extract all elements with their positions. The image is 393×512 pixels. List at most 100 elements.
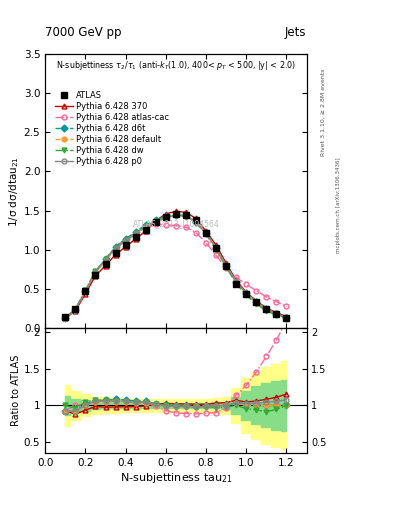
Pythia 6.428 p0: [93, 269, 98, 275]
Pythia 6.428 atlas-cac: [143, 223, 148, 229]
Pythia 6.428 atlas-cac: [83, 288, 88, 294]
ATLAS: [214, 244, 219, 250]
Y-axis label: 1/σ dσ/dtau$_{21}$: 1/σ dσ/dtau$_{21}$: [7, 156, 21, 226]
Pythia 6.428 dw: [93, 268, 98, 274]
ATLAS: [143, 227, 148, 233]
Pythia 6.428 default: [224, 263, 228, 269]
Pythia 6.428 dw: [194, 219, 198, 225]
Pythia 6.428 p0: [194, 219, 198, 225]
Pythia 6.428 default: [284, 315, 289, 321]
Pythia 6.428 370: [63, 315, 68, 321]
ATLAS: [63, 314, 68, 321]
ATLAS: [133, 234, 138, 241]
Text: mcplots.cern.ch [arXiv:1306.3436]: mcplots.cern.ch [arXiv:1306.3436]: [336, 157, 341, 252]
Pythia 6.428 dw: [274, 312, 279, 318]
Pythia 6.428 p0: [133, 230, 138, 237]
Pythia 6.428 default: [254, 300, 259, 306]
ATLAS: [93, 272, 98, 278]
Pythia 6.428 dw: [73, 306, 78, 312]
ATLAS: [264, 306, 269, 312]
Pythia 6.428 atlas-cac: [174, 223, 178, 229]
Pythia 6.428 p0: [103, 257, 108, 263]
Legend: ATLAS, Pythia 6.428 370, Pythia 6.428 atlas-cac, Pythia 6.428 d6t, Pythia 6.428 : ATLAS, Pythia 6.428 370, Pythia 6.428 at…: [55, 91, 169, 166]
Pythia 6.428 dw: [184, 213, 188, 219]
Pythia 6.428 dw: [123, 238, 128, 244]
Pythia 6.428 atlas-cac: [153, 221, 158, 227]
Pythia 6.428 atlas-cac: [63, 315, 68, 321]
ATLAS: [174, 211, 178, 217]
Pythia 6.428 dw: [254, 301, 259, 307]
Pythia 6.428 d6t: [73, 307, 78, 313]
Text: N-subjettiness $\tau_2/\tau_1$ (anti-$k_T$(1.0), 400< $p_T$ < 500, |y| < 2.0): N-subjettiness $\tau_2/\tau_1$ (anti-$k_…: [56, 59, 296, 72]
Pythia 6.428 d6t: [214, 245, 219, 251]
Pythia 6.428 p0: [143, 223, 148, 229]
Pythia 6.428 370: [224, 260, 228, 266]
Pythia 6.428 d6t: [153, 217, 158, 223]
Pythia 6.428 dw: [284, 315, 289, 321]
Pythia 6.428 atlas-cac: [123, 236, 128, 242]
Pythia 6.428 p0: [254, 298, 259, 305]
Pythia 6.428 dw: [234, 281, 239, 287]
ATLAS: [123, 242, 128, 248]
Pythia 6.428 p0: [224, 263, 228, 269]
Pythia 6.428 370: [284, 313, 289, 319]
Pythia 6.428 370: [184, 209, 188, 215]
Text: Rivet 3.1.10, ≥ 2.8M events: Rivet 3.1.10, ≥ 2.8M events: [320, 69, 325, 156]
Text: Jets: Jets: [285, 26, 307, 39]
ATLAS: [73, 306, 78, 312]
Pythia 6.428 dw: [63, 314, 68, 321]
Pythia 6.428 dw: [214, 247, 219, 253]
Pythia 6.428 dw: [113, 245, 118, 251]
Pythia 6.428 370: [204, 228, 208, 234]
Line: Pythia 6.428 370: Pythia 6.428 370: [63, 209, 289, 321]
Pythia 6.428 p0: [204, 230, 208, 237]
Pythia 6.428 d6t: [123, 236, 128, 242]
ATLAS: [113, 250, 118, 256]
Pythia 6.428 p0: [123, 238, 128, 244]
ATLAS: [103, 261, 108, 267]
ATLAS: [284, 315, 289, 321]
ATLAS: [83, 288, 88, 294]
Pythia 6.428 d6t: [264, 306, 269, 312]
Pythia 6.428 370: [274, 310, 279, 316]
Pythia 6.428 370: [153, 218, 158, 224]
Pythia 6.428 370: [143, 228, 148, 234]
Pythia 6.428 d6t: [244, 290, 249, 296]
Pythia 6.428 d6t: [163, 213, 168, 219]
Pythia 6.428 atlas-cac: [254, 288, 259, 294]
Pythia 6.428 d6t: [274, 311, 279, 317]
Pythia 6.428 370: [254, 298, 259, 304]
Pythia 6.428 atlas-cac: [234, 274, 239, 281]
Pythia 6.428 dw: [103, 256, 108, 262]
Pythia 6.428 p0: [214, 245, 219, 251]
Pythia 6.428 370: [103, 263, 108, 269]
Pythia 6.428 default: [264, 306, 269, 312]
Pythia 6.428 dw: [204, 231, 208, 237]
Pythia 6.428 370: [133, 236, 138, 242]
Line: Pythia 6.428 p0: Pythia 6.428 p0: [63, 213, 289, 321]
Pythia 6.428 d6t: [254, 300, 259, 306]
Pythia 6.428 370: [244, 289, 249, 295]
Pythia 6.428 atlas-cac: [224, 265, 228, 271]
Pythia 6.428 default: [214, 245, 219, 251]
Pythia 6.428 370: [214, 242, 219, 248]
Pythia 6.428 default: [93, 269, 98, 275]
Pythia 6.428 p0: [83, 288, 88, 294]
Line: ATLAS: ATLAS: [62, 211, 289, 321]
Pythia 6.428 370: [93, 273, 98, 279]
Pythia 6.428 370: [264, 305, 269, 311]
Pythia 6.428 d6t: [113, 244, 118, 250]
Pythia 6.428 dw: [153, 218, 158, 224]
Pythia 6.428 p0: [113, 245, 118, 251]
ATLAS: [274, 311, 279, 317]
ATLAS: [153, 219, 158, 225]
Pythia 6.428 default: [103, 258, 108, 264]
Pythia 6.428 d6t: [174, 211, 178, 218]
Pythia 6.428 default: [73, 307, 78, 313]
ATLAS: [163, 214, 168, 220]
Line: Pythia 6.428 atlas-cac: Pythia 6.428 atlas-cac: [63, 222, 289, 321]
Pythia 6.428 default: [174, 212, 178, 219]
Pythia 6.428 atlas-cac: [244, 281, 249, 287]
Pythia 6.428 default: [153, 219, 158, 225]
Pythia 6.428 atlas-cac: [284, 303, 289, 309]
